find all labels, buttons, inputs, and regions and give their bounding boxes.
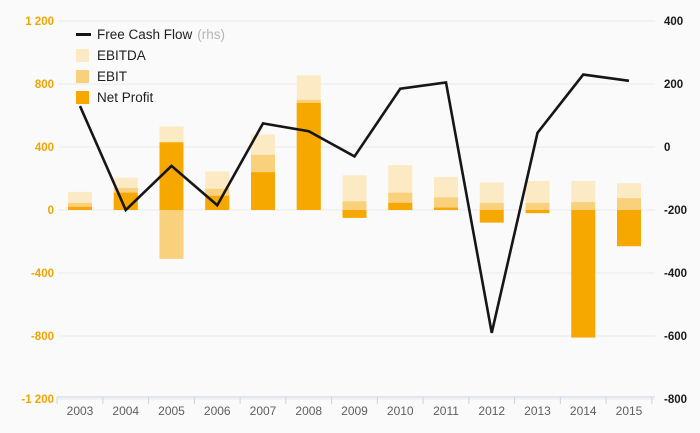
left-axis-tick-label: 1 200 bbox=[25, 16, 54, 28]
legend-label-ebit: EBIT bbox=[97, 69, 128, 84]
x-axis-label-2012: 2012 bbox=[478, 404, 505, 418]
bar-ebit-2012 bbox=[479, 202, 504, 210]
legend: Free Cash Flow (rhs) EBITDA EBIT Net Pro… bbox=[76, 24, 225, 108]
legend-item-net-profit: Net Profit bbox=[76, 87, 225, 108]
left-axis-tick-label: -400 bbox=[31, 268, 54, 280]
right-axis-tick-label: -600 bbox=[664, 331, 687, 343]
bar-net-profit-2011 bbox=[434, 207, 458, 210]
legend-item-free-cash-flow: Free Cash Flow (rhs) bbox=[76, 24, 225, 45]
x-axis-label-2009: 2009 bbox=[341, 404, 368, 418]
right-axis-tick-label: -800 bbox=[664, 394, 687, 406]
x-axis-label-2011: 2011 bbox=[433, 404, 459, 418]
right-axis-tick-label: 200 bbox=[664, 79, 683, 91]
x-axis-label-2005: 2005 bbox=[158, 404, 185, 418]
bar-net-profit-2005 bbox=[159, 142, 184, 210]
x-axis-label-2006: 2006 bbox=[204, 404, 231, 418]
bar-ebit-2005 bbox=[159, 210, 184, 259]
ebitda-swatch bbox=[76, 49, 89, 62]
x-axis-label-2014: 2014 bbox=[570, 404, 597, 418]
right-axis-tick-label: 0 bbox=[664, 142, 670, 154]
x-axis-label-2004: 2004 bbox=[112, 404, 139, 418]
bar-ebit-2014 bbox=[571, 202, 596, 210]
x-axis-label-2015: 2015 bbox=[616, 404, 643, 418]
legend-label-ebitda: EBITDA bbox=[97, 48, 146, 63]
legend-label-net-profit: Net Profit bbox=[97, 90, 154, 105]
bar-net-profit-2010 bbox=[388, 202, 413, 210]
ebit-swatch bbox=[76, 70, 89, 83]
right-axis-tick-label: -400 bbox=[664, 268, 687, 280]
bar-net-profit-2012 bbox=[479, 210, 504, 223]
free-cash-flow-line-swatch bbox=[76, 33, 91, 36]
bar-net-profit-2003 bbox=[68, 206, 92, 210]
right-axis-tick-label: 400 bbox=[664, 16, 683, 28]
bar-ebit-2013 bbox=[525, 202, 550, 210]
left-axis-tick-label: 800 bbox=[35, 79, 54, 91]
free-cash-flow-line bbox=[78, 73, 630, 334]
legend-label-free-cash-flow: Free Cash Flow bbox=[97, 27, 193, 42]
left-axis-tick-label: 0 bbox=[48, 205, 54, 217]
bar-net-profit-2007 bbox=[251, 172, 275, 210]
left-axis-tick-label: -1 200 bbox=[21, 394, 54, 406]
legend-label-rhs: (rhs) bbox=[197, 27, 226, 42]
bar-ebit-2015 bbox=[617, 198, 641, 210]
bar-ebit-2009 bbox=[342, 201, 367, 210]
bar-net-profit-2008 bbox=[296, 102, 321, 210]
left-axis-tick-label: -800 bbox=[31, 331, 54, 343]
x-axis-label-2007: 2007 bbox=[250, 404, 277, 418]
bar-net-profit-2013 bbox=[525, 210, 550, 214]
legend-item-ebitda: EBITDA bbox=[76, 45, 225, 66]
bar-net-profit-2015 bbox=[617, 210, 641, 247]
x-axis-label-2010: 2010 bbox=[387, 404, 414, 418]
bar-ebit-2011 bbox=[434, 197, 458, 210]
x-axis-label-2013: 2013 bbox=[524, 404, 551, 418]
bar-net-profit-2009 bbox=[342, 210, 367, 218]
x-axis-label-2003: 2003 bbox=[67, 404, 94, 418]
legend-item-ebit: EBIT bbox=[76, 66, 225, 87]
net-profit-swatch bbox=[76, 91, 89, 104]
right-axis-tick-label: -200 bbox=[664, 205, 687, 217]
bar-net-profit-2014 bbox=[571, 210, 596, 338]
x-axis-label-2008: 2008 bbox=[295, 404, 322, 418]
left-axis-tick-label: 400 bbox=[35, 142, 54, 154]
bar-ebit-2003 bbox=[68, 202, 92, 210]
